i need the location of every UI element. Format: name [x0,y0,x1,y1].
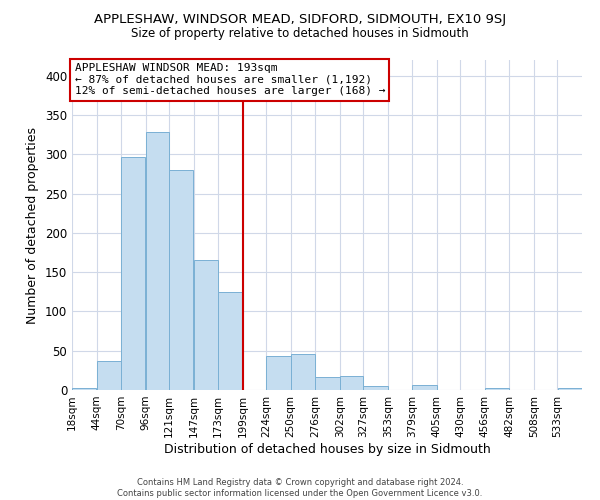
Text: Size of property relative to detached houses in Sidmouth: Size of property relative to detached ho… [131,28,469,40]
Bar [146,132,169,390]
Bar [291,354,315,390]
Text: Contains HM Land Registry data © Crown copyright and database right 2024.
Contai: Contains HM Land Registry data © Crown c… [118,478,482,498]
Bar [485,388,509,390]
X-axis label: Distribution of detached houses by size in Sidmouth: Distribution of detached houses by size … [164,442,490,456]
Bar [72,388,97,390]
Y-axis label: Number of detached properties: Number of detached properties [26,126,40,324]
Bar [266,356,290,390]
Bar [218,292,242,390]
Bar [364,386,388,390]
Text: APPLESHAW, WINDSOR MEAD, SIDFORD, SIDMOUTH, EX10 9SJ: APPLESHAW, WINDSOR MEAD, SIDFORD, SIDMOU… [94,12,506,26]
Bar [169,170,193,390]
Text: APPLESHAW WINDSOR MEAD: 193sqm
← 87% of detached houses are smaller (1,192)
12% : APPLESHAW WINDSOR MEAD: 193sqm ← 87% of … [74,64,385,96]
Bar [340,376,363,390]
Bar [557,388,582,390]
Bar [316,376,340,390]
Bar [121,158,145,390]
Bar [97,361,121,390]
Bar [194,260,218,390]
Bar [412,386,437,390]
